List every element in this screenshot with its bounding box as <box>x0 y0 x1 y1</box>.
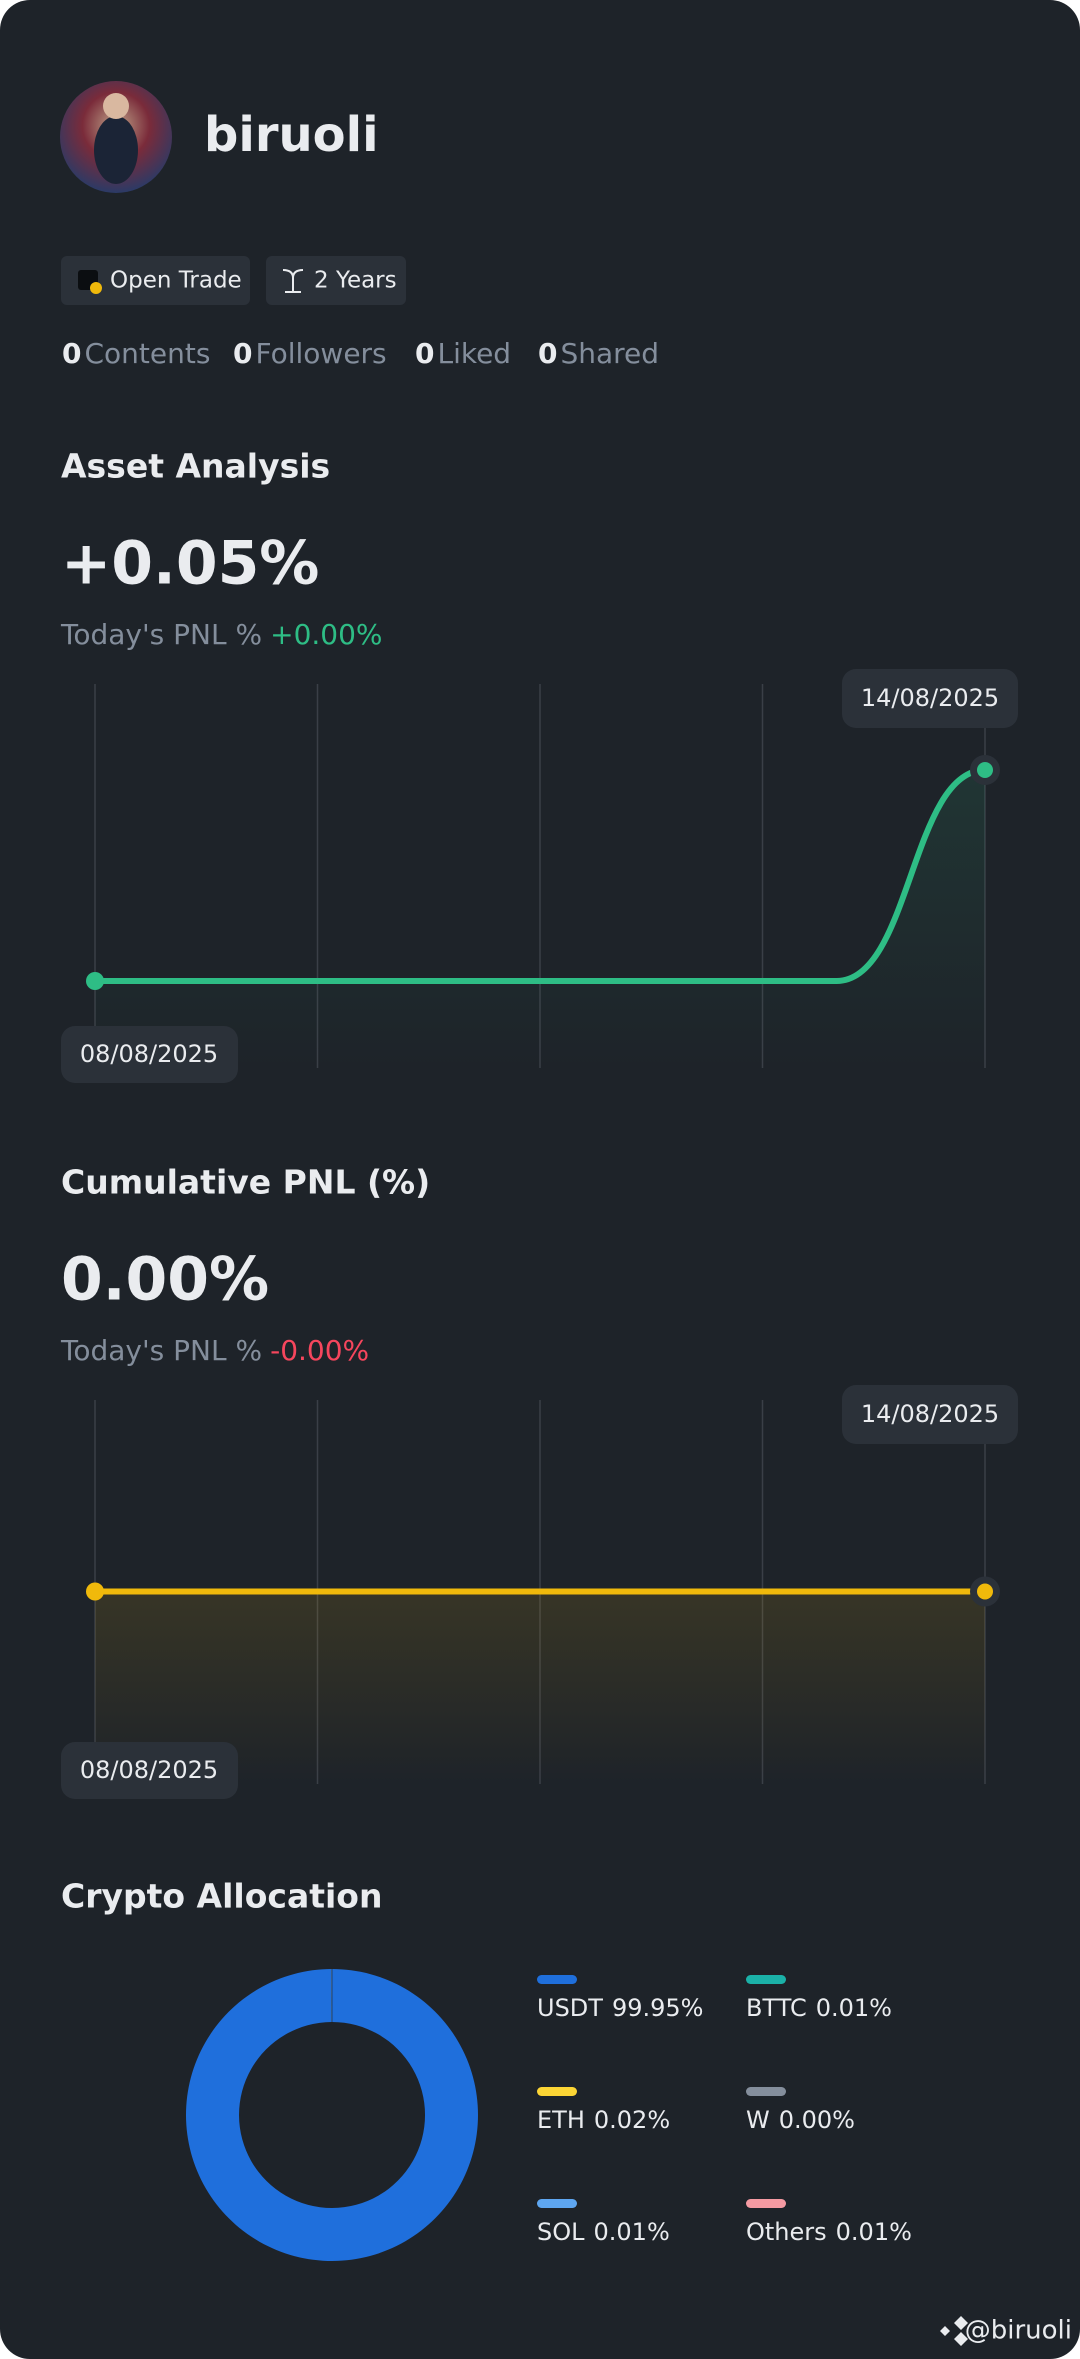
section-title: Asset Analysis <box>61 447 330 486</box>
legend-entry: SOL 0.01% <box>537 2218 670 2246</box>
legend-name: USDT <box>537 1994 603 2022</box>
badge-label: Open Trade <box>110 268 242 294</box>
line-area <box>95 770 985 1068</box>
stat: 0 Contents <box>62 337 210 370</box>
subtitle-value: +0.00% <box>270 618 382 651</box>
end-point <box>977 1583 993 1600</box>
legend-swatch <box>746 2087 786 2096</box>
subtitle-label: Today's PNL % <box>60 618 262 651</box>
start-date: 08/08/2025 <box>80 1756 218 1784</box>
watermark-logo <box>940 2316 968 2346</box>
badge-label: 2 Years <box>314 268 397 294</box>
stat: 0 Liked <box>415 337 511 370</box>
stat-label: Contents <box>84 337 210 370</box>
legend-entry: ETH 0.02% <box>537 2106 670 2134</box>
end-date: 14/08/2025 <box>861 1400 999 1428</box>
allocation-section: Crypto Allocation USDT 99.95% BTTC 0.01% ETH 0… <box>61 1877 912 2261</box>
end-point <box>977 762 993 778</box>
charts: Asset Analysis+0.05%Today's PNL % +0.00%1… <box>60 447 1018 2261</box>
legend-value: 0.01% <box>594 2218 670 2246</box>
legend-swatch <box>537 2199 577 2208</box>
headline-value: +0.05% <box>61 529 319 599</box>
date-tooltip <box>842 669 1018 728</box>
line-chart-section: Cumulative PNL (%) 0.00% Today's PNL % -0.0… <box>60 1163 1018 1799</box>
date-tooltip <box>842 1385 1018 1444</box>
stat: 0 Shared <box>538 337 659 370</box>
legend-entry: BTTC 0.01% <box>746 1994 892 2022</box>
avatar-face <box>103 93 129 119</box>
stat-count: 0 <box>233 337 252 370</box>
badge <box>61 256 250 305</box>
legend-value: 0.02% <box>594 2106 670 2134</box>
username: biruoli <box>204 107 379 163</box>
legend-entry: USDT 99.95% <box>537 1994 703 2022</box>
legend-entry: W 0.00% <box>746 2106 855 2134</box>
line <box>92 767 988 985</box>
legend-swatch <box>537 1975 577 1984</box>
subtitle: Today's PNL % -0.00% <box>60 1334 369 1367</box>
start-point <box>86 972 104 990</box>
stats: 0 Contents 0 Followers 0 Liked 0 Shared <box>62 337 659 370</box>
legend-name: SOL <box>537 2218 585 2246</box>
start-point <box>86 1582 104 1601</box>
watermark: @biruoli <box>965 2316 1072 2346</box>
stat-count: 0 <box>62 337 81 370</box>
date-tooltip <box>61 1026 238 1083</box>
badge-icon-check <box>90 282 102 294</box>
legend-name: W <box>746 2106 770 2134</box>
stat-count: 0 <box>415 337 434 370</box>
subtitle-label: Today's PNL % <box>60 1334 262 1367</box>
legend-entry: Others 0.01% <box>746 2218 912 2246</box>
legend-swatch <box>537 2087 577 2096</box>
line-area <box>95 1591 985 1784</box>
badge-icon <box>282 269 304 293</box>
line-chart-section: Asset Analysis +0.05% Today's PNL % +0.00% 1… <box>60 447 1018 1083</box>
legend-swatch <box>746 2199 786 2208</box>
subtitle: Today's PNL % +0.00% <box>60 618 383 651</box>
legend-value: 0.01% <box>816 1994 892 2022</box>
legend-name: BTTC <box>746 1994 807 2022</box>
subtitle-value: -0.00% <box>270 1334 369 1367</box>
stat-label: Shared <box>560 337 659 370</box>
stat-label: Liked <box>437 337 511 370</box>
headline-value: 0.00% <box>61 1245 269 1315</box>
stat: 0 Followers <box>233 337 387 370</box>
stat-label: Followers <box>255 337 386 370</box>
stat-count: 0 <box>538 337 557 370</box>
date-tooltip <box>61 1742 238 1799</box>
end-date: 14/08/2025 <box>861 684 999 712</box>
legend-name: ETH <box>537 2106 585 2134</box>
legend-swatch <box>746 1975 786 1984</box>
donut-slice <box>185 1969 478 2261</box>
legend-name: Others <box>746 2218 827 2246</box>
legend-value: 0.01% <box>836 2218 912 2246</box>
avatar-figure <box>94 116 138 184</box>
start-date: 08/08/2025 <box>80 1040 218 1068</box>
legend-value: 99.95% <box>612 1994 704 2022</box>
section-title: Cumulative PNL (%) <box>61 1163 430 1202</box>
section-title: Crypto Allocation <box>61 1877 382 1916</box>
legend-value: 0.00% <box>779 2106 855 2134</box>
